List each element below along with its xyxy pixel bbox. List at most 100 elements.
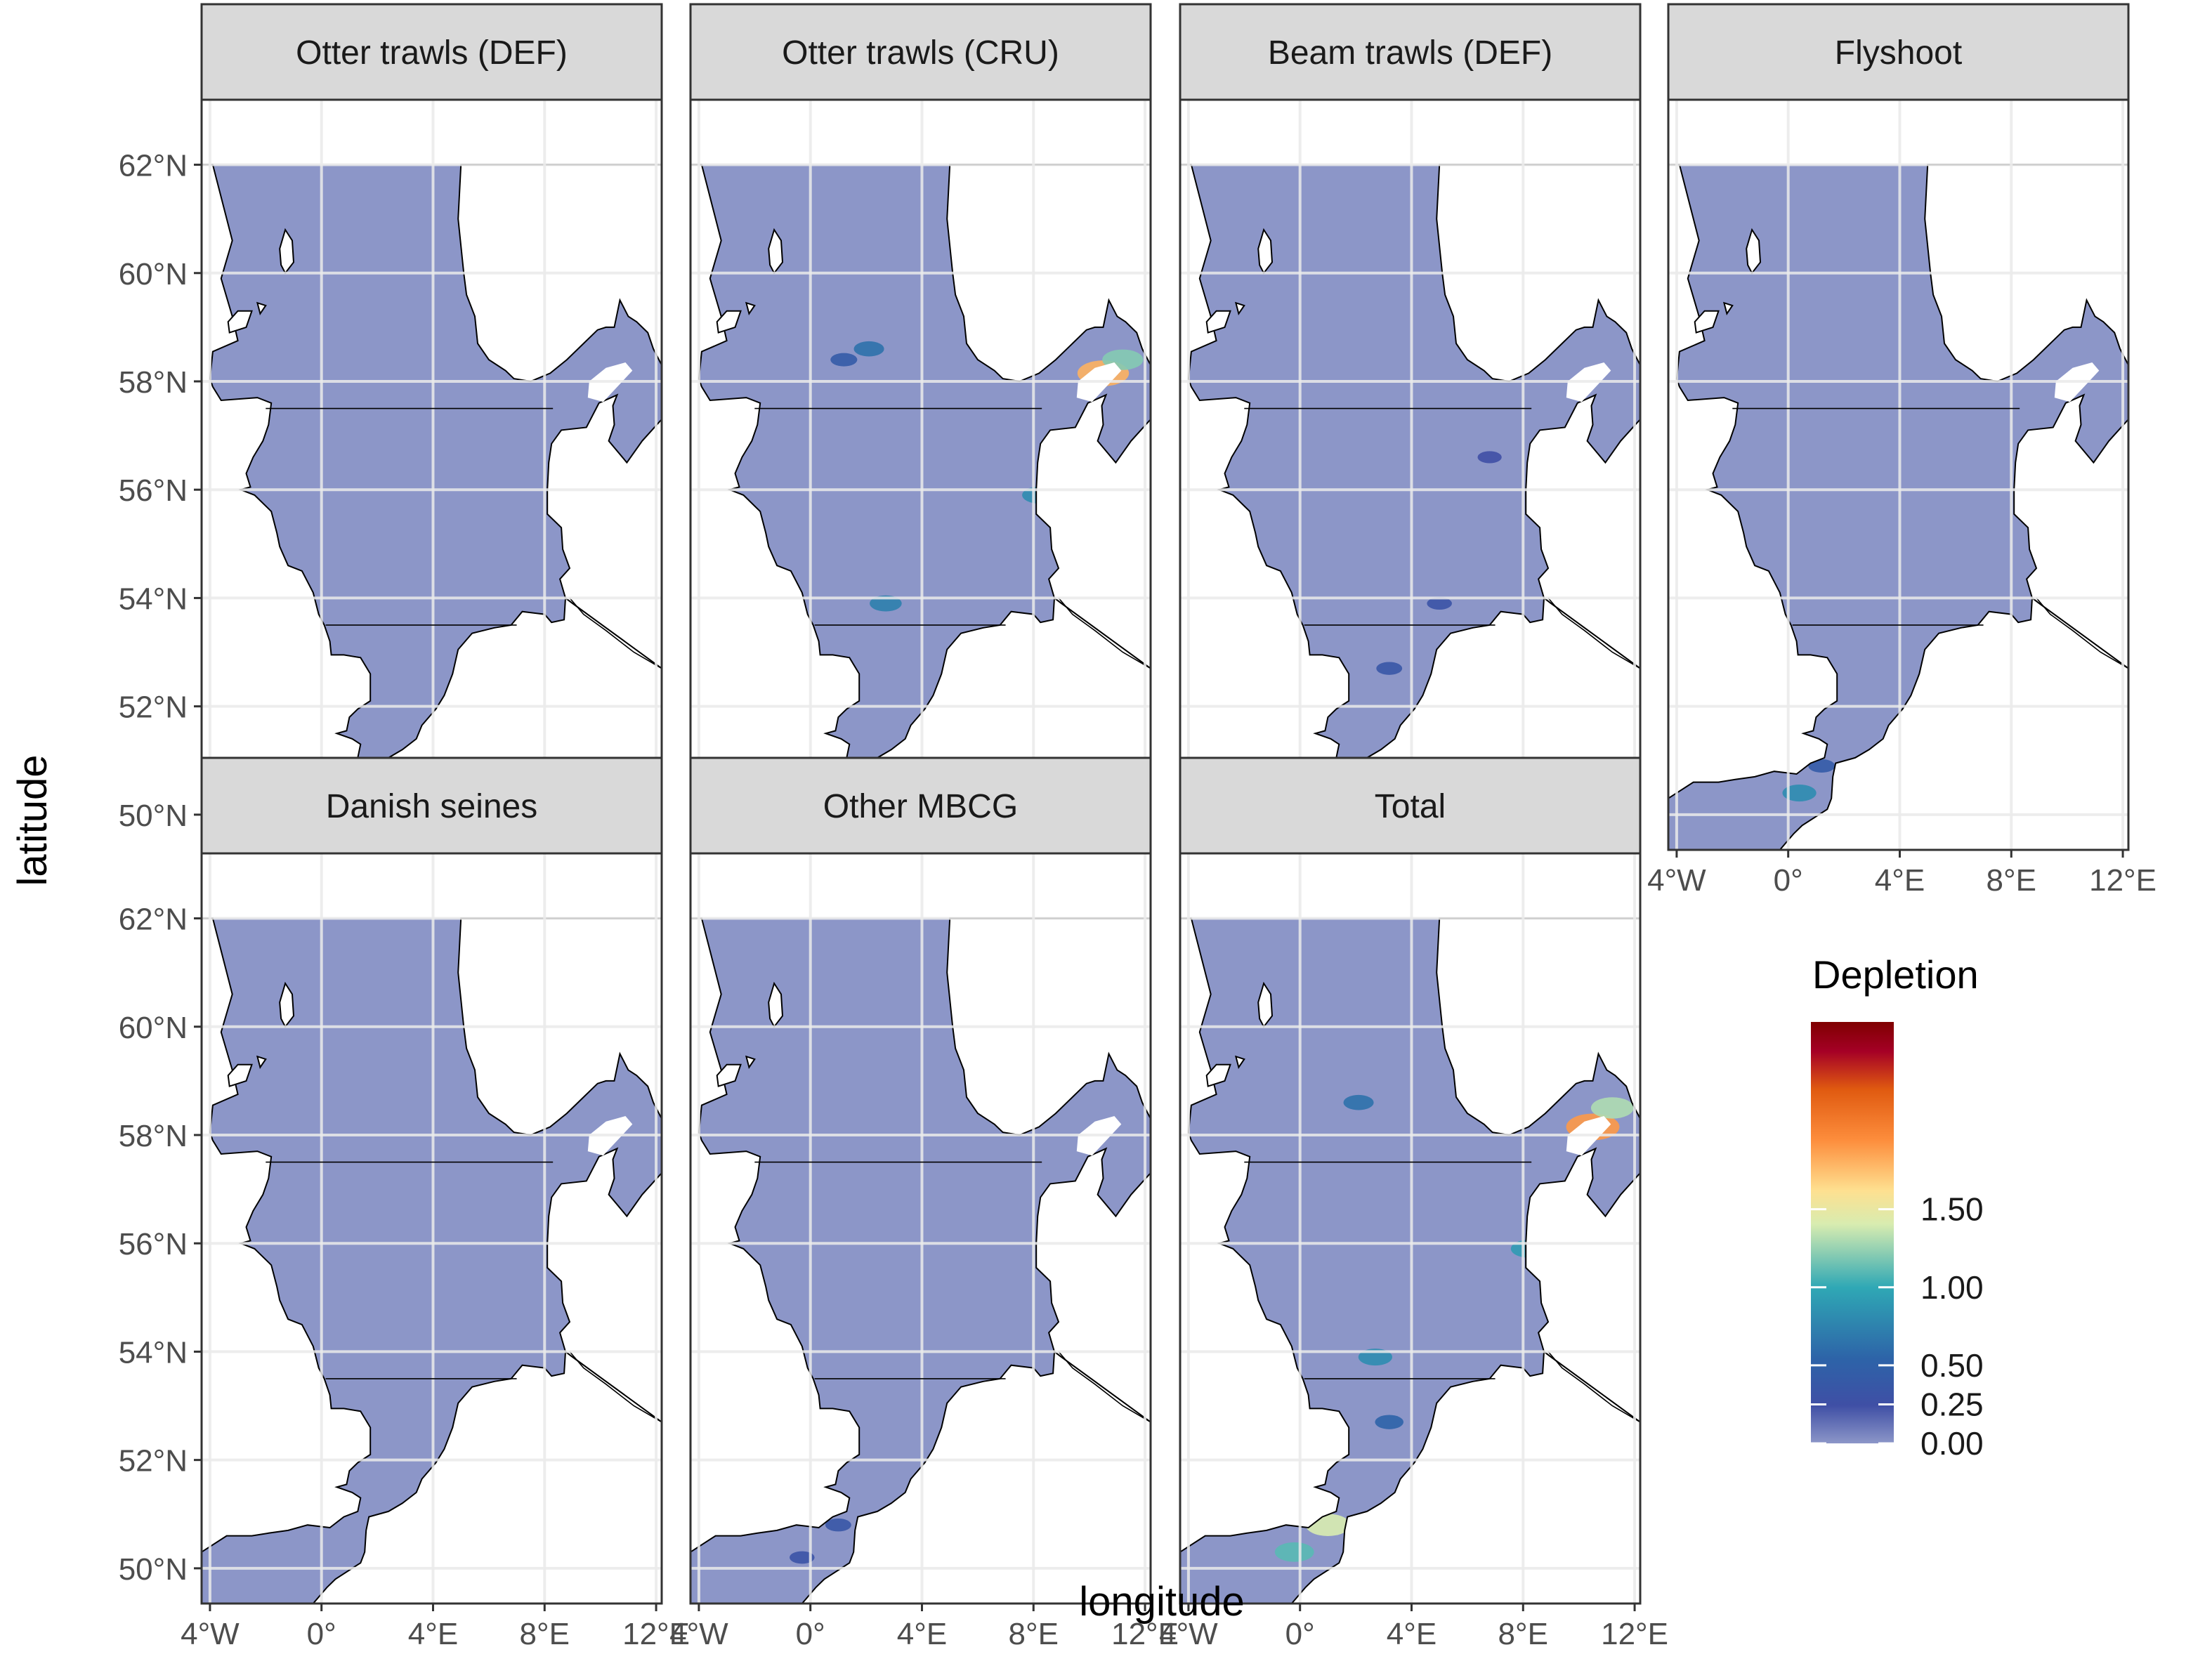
facet-title: Otter trawls (DEF) — [296, 34, 568, 72]
border-line — [1547, 597, 1640, 669]
facet-panel: Other MBCG 4°W 0° 4°E 8°E 12°E — [669, 756, 1179, 1651]
island — [768, 228, 784, 275]
legend-title: Depletion — [1812, 952, 1979, 997]
legend: Depletion 1.50 1.00 0.500.250.00 — [1811, 952, 1984, 1462]
facet-strip — [200, 3, 663, 101]
y-tick-label: 50°N — [119, 799, 188, 833]
y-tick-label: 58°N — [119, 1119, 188, 1153]
x-axis-title: longitude — [1079, 1579, 1244, 1625]
land-scandinavia — [457, 164, 662, 850]
facet-title: Danish seines — [326, 788, 538, 825]
y-axis-title: latitude — [10, 754, 55, 886]
legend-tick-label: 1.50 — [1920, 1191, 1984, 1228]
facet-strip — [1179, 3, 1642, 101]
land-scandinavia — [1436, 164, 1640, 850]
island — [1746, 228, 1762, 275]
land-scandinavia — [457, 917, 662, 1604]
x-tick-label: 4°E — [897, 1617, 947, 1651]
y-tick-label: 54°N — [119, 1335, 188, 1370]
island — [279, 228, 295, 275]
land-scandinavia — [946, 164, 1151, 850]
x-tick-label: 0° — [307, 1617, 336, 1651]
x-tick-label: 0° — [1774, 863, 1803, 898]
x-tick-label: 8°E — [520, 1617, 570, 1651]
x-tick-label: 4°W — [669, 1617, 728, 1651]
x-tick-label: 12°E — [1111, 1617, 1179, 1651]
y-tick-label: 56°N — [119, 473, 188, 508]
x-tick-label: 4°W — [1647, 863, 1706, 898]
x-tick-label: 8°E — [1009, 1617, 1059, 1651]
border-line — [569, 1351, 662, 1423]
island — [745, 301, 756, 315]
x-tick-label: 4°E — [1387, 1617, 1437, 1651]
legend-tick-label: 0.25 — [1920, 1386, 1984, 1422]
island — [745, 1055, 756, 1069]
legend-colorbar — [1811, 1022, 1894, 1443]
y-tick-label: 52°N — [119, 1444, 188, 1478]
x-tick-label: 4°W — [181, 1617, 240, 1651]
panel-border — [689, 852, 1152, 1605]
depletion-hotspot — [825, 1518, 851, 1532]
facet-panel: Flyshoot 4°W 0° 4°E 8°E 12°E — [1647, 3, 2157, 898]
facet-title: Otter trawls (CRU) — [782, 34, 1059, 72]
x-tick-label: 12°E — [622, 1617, 690, 1651]
facet-strip — [200, 756, 663, 855]
facet-panel: Otter trawls (DEF) 50°N 52°N 54°N 56°N 58°N 60… — [119, 3, 663, 851]
island — [1257, 228, 1274, 275]
border-line — [1058, 597, 1151, 669]
y-tick-label: 58°N — [119, 365, 188, 400]
land-continent — [1779, 596, 2128, 850]
x-tick-label: 4°E — [1875, 863, 1925, 898]
legend-tick-label: 1.00 — [1920, 1269, 1984, 1306]
x-tick-label: 8°E — [1987, 863, 2036, 898]
y-tick-label: 62°N — [119, 149, 188, 183]
x-tick-label: 0° — [796, 1617, 825, 1651]
land-continent — [801, 1350, 1151, 1604]
island — [256, 1055, 267, 1069]
border-line — [1058, 1351, 1151, 1423]
facet-strip — [689, 756, 1152, 855]
legend-tick-label: 0.00 — [1920, 1425, 1984, 1462]
depletion-hotspot — [1274, 1542, 1314, 1562]
x-tick-label: 4°E — [408, 1617, 458, 1651]
facet-title: Beam trawls (DEF) — [1268, 34, 1552, 72]
island — [1722, 301, 1734, 315]
x-tick-label: 8°E — [1498, 1617, 1548, 1651]
land-continent — [1290, 1350, 1640, 1604]
x-tick-label: 12°E — [1601, 1617, 1668, 1651]
facet-title: Flyshoot — [1835, 34, 1962, 72]
border-line — [569, 597, 662, 669]
land-continent — [312, 1350, 662, 1604]
y-tick-label: 50°N — [119, 1552, 188, 1587]
y-tick-label: 62°N — [119, 903, 188, 937]
x-tick-label: 4°W — [1159, 1617, 1218, 1651]
facet-strip — [1179, 756, 1642, 855]
depletion-hotspot — [1477, 451, 1502, 464]
island — [1234, 301, 1245, 315]
facet-title: Total — [1375, 788, 1446, 825]
island — [716, 310, 742, 334]
depletion-hotspot — [1808, 759, 1835, 773]
panel-border — [200, 852, 663, 1605]
y-tick-label: 52°N — [119, 690, 188, 725]
border-line — [2036, 597, 2128, 669]
land-scandinavia — [1436, 917, 1640, 1604]
facet-panel: Otter trawls (CRU) — [689, 3, 1152, 851]
depletion-hotspot — [1782, 784, 1817, 802]
island — [1694, 310, 1720, 334]
island — [716, 1063, 742, 1087]
depletion-hotspot — [1375, 1415, 1404, 1429]
legend-tick-label: 0.50 — [1920, 1347, 1984, 1384]
island — [227, 1063, 253, 1087]
depletion-hotspot — [830, 353, 858, 367]
island — [768, 981, 784, 1028]
y-tick-label: 54°N — [119, 582, 188, 616]
border-line — [1547, 1351, 1640, 1423]
land-scandinavia — [946, 917, 1151, 1604]
depletion-hotspot — [1376, 662, 1403, 675]
depletion-hotspot — [870, 595, 902, 612]
island — [1257, 981, 1274, 1028]
panel-border — [1179, 852, 1642, 1605]
facet-panel: Beam trawls (DEF) — [1179, 3, 1642, 851]
